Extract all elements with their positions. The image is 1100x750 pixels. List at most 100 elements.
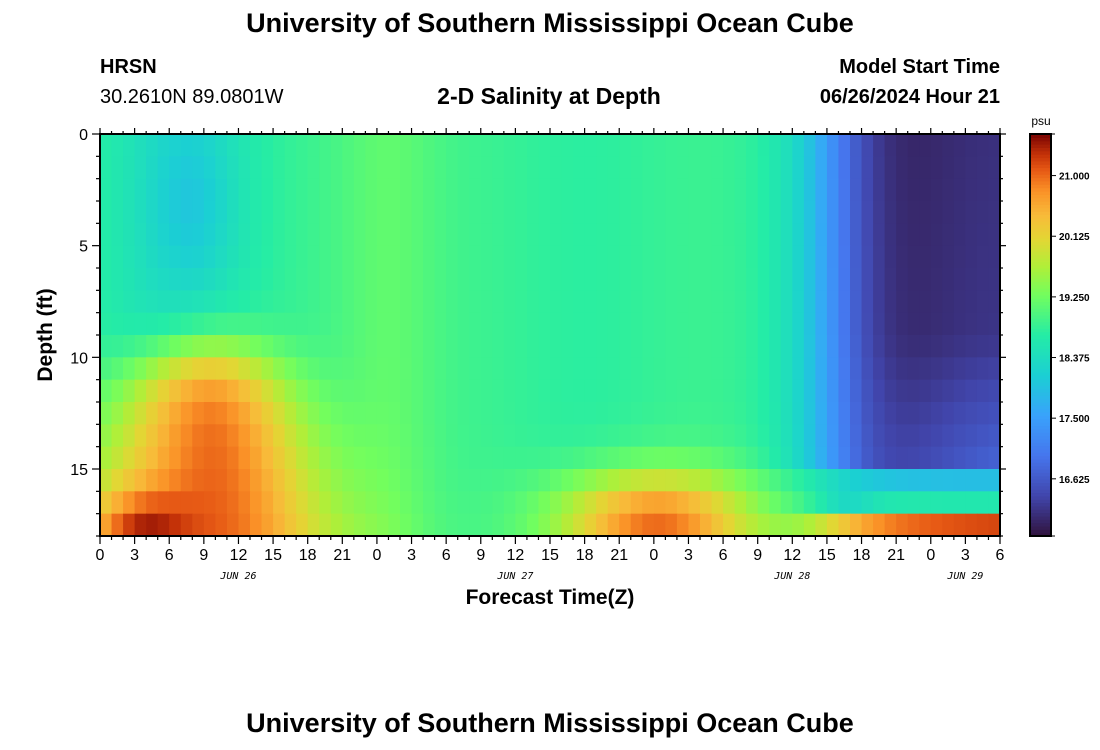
heatmap-cell: [826, 513, 840, 537]
heatmap-cell: [250, 268, 263, 291]
heatmap-cell: [538, 379, 551, 403]
heatmap-cell: [492, 134, 505, 157]
heatmap-cell: [734, 513, 747, 537]
heatmap-cell: [330, 268, 343, 291]
heatmap-cell: [700, 312, 713, 336]
colorbar-segment: [1030, 361, 1051, 366]
heatmap-cell: [123, 379, 136, 403]
colorbar-segment: [1030, 502, 1051, 507]
heatmap-cell: [146, 290, 159, 314]
heatmap-cell: [780, 446, 793, 470]
heatmap-cell: [469, 469, 482, 492]
heatmap-cell: [100, 134, 113, 157]
heatmap-cell: [919, 245, 932, 269]
heatmap-cell: [215, 469, 228, 492]
heatmap-cell: [723, 469, 736, 492]
heatmap-cell: [330, 357, 343, 381]
heatmap-cell: [792, 312, 805, 336]
heatmap-cell: [492, 201, 505, 224]
heatmap-cell: [203, 156, 216, 180]
heatmap-cell: [180, 156, 193, 180]
heatmap-cell: [873, 201, 886, 224]
heatmap-cell: [330, 424, 343, 448]
heatmap-cell: [584, 156, 597, 180]
heatmap-cell: [307, 178, 320, 202]
heatmap-cell: [873, 469, 886, 492]
colorbar-segment: [1030, 341, 1051, 346]
heatmap-cell: [307, 424, 320, 448]
heatmap-cell: [123, 424, 136, 448]
heatmap-cell: [111, 268, 124, 291]
heatmap-cell: [757, 335, 770, 358]
heatmap-cell: [226, 446, 240, 470]
heatmap-cell: [376, 134, 390, 157]
heatmap-cell: [388, 357, 401, 381]
heatmap-cell: [838, 513, 851, 537]
heatmap-cell: [330, 223, 343, 247]
heatmap-cell: [953, 134, 966, 157]
heatmap-cell: [630, 156, 643, 180]
heatmap-cell: [630, 357, 643, 381]
heatmap-cell: [873, 178, 886, 202]
heatmap-cell: [803, 156, 816, 180]
heatmap-cell: [757, 268, 770, 291]
heatmap-cell: [261, 178, 274, 202]
heatmap-cell: [226, 513, 240, 537]
heatmap-cell: [480, 201, 493, 224]
heatmap-cell: [792, 245, 805, 269]
colorbar-segment: [1030, 134, 1051, 138]
heatmap-cell: [284, 402, 297, 425]
x-tick-label: 0: [926, 547, 935, 564]
heatmap-cell: [596, 290, 609, 314]
heatmap-cell: [423, 268, 436, 291]
heatmap-cell: [676, 134, 690, 157]
heatmap-cell: [480, 357, 493, 381]
heatmap-cell: [503, 156, 516, 180]
colorbar-segment: [1030, 428, 1051, 433]
heatmap-cell: [146, 491, 159, 515]
heatmap-cell: [988, 245, 1001, 269]
heatmap-cell: [988, 402, 1001, 425]
heatmap-cell: [746, 402, 759, 425]
heatmap-cell: [273, 379, 286, 403]
heatmap-cell: [850, 424, 863, 448]
x-tick-label: 6: [996, 547, 1005, 564]
heatmap-cell: [434, 245, 447, 269]
heatmap-cell: [423, 178, 436, 202]
heatmap-cell: [215, 402, 228, 425]
heatmap-cell: [619, 446, 632, 470]
heatmap-cell: [319, 201, 332, 224]
heatmap-cell: [780, 402, 793, 425]
heatmap-cell: [492, 223, 505, 247]
heatmap-cell: [526, 134, 540, 157]
heatmap-cell: [284, 424, 297, 448]
heatmap-cell: [526, 268, 540, 291]
colorbar-segment: [1030, 422, 1051, 427]
heatmap-cell: [492, 513, 505, 537]
heatmap-cell: [873, 335, 886, 358]
colorbar-segment: [1030, 201, 1051, 205]
heatmap-cell: [400, 379, 413, 403]
heatmap-cell: [711, 357, 724, 381]
heatmap-cell: [803, 491, 816, 515]
colorbar-segment: [1030, 197, 1051, 202]
heatmap-cell: [111, 335, 124, 358]
heatmap-cell: [907, 469, 920, 492]
heatmap-cell: [930, 446, 943, 470]
heatmap-cell: [192, 312, 205, 336]
heatmap-cell: [550, 290, 563, 314]
heatmap-cell: [665, 335, 678, 358]
heatmap-cell: [884, 491, 897, 515]
heatmap-cell: [238, 156, 251, 180]
heatmap-cell: [388, 245, 401, 269]
heatmap-cell: [400, 223, 413, 247]
heatmap-cell: [192, 245, 205, 269]
heatmap-cell: [988, 156, 1001, 180]
heatmap-cell: [215, 290, 228, 314]
heatmap-cell: [411, 312, 424, 336]
heatmap-cell: [792, 402, 805, 425]
colorbar-segment: [1030, 355, 1051, 360]
colorbar-unit-label: psu: [1031, 114, 1050, 128]
heatmap-cell: [976, 290, 990, 314]
heatmap-cell: [492, 446, 505, 470]
